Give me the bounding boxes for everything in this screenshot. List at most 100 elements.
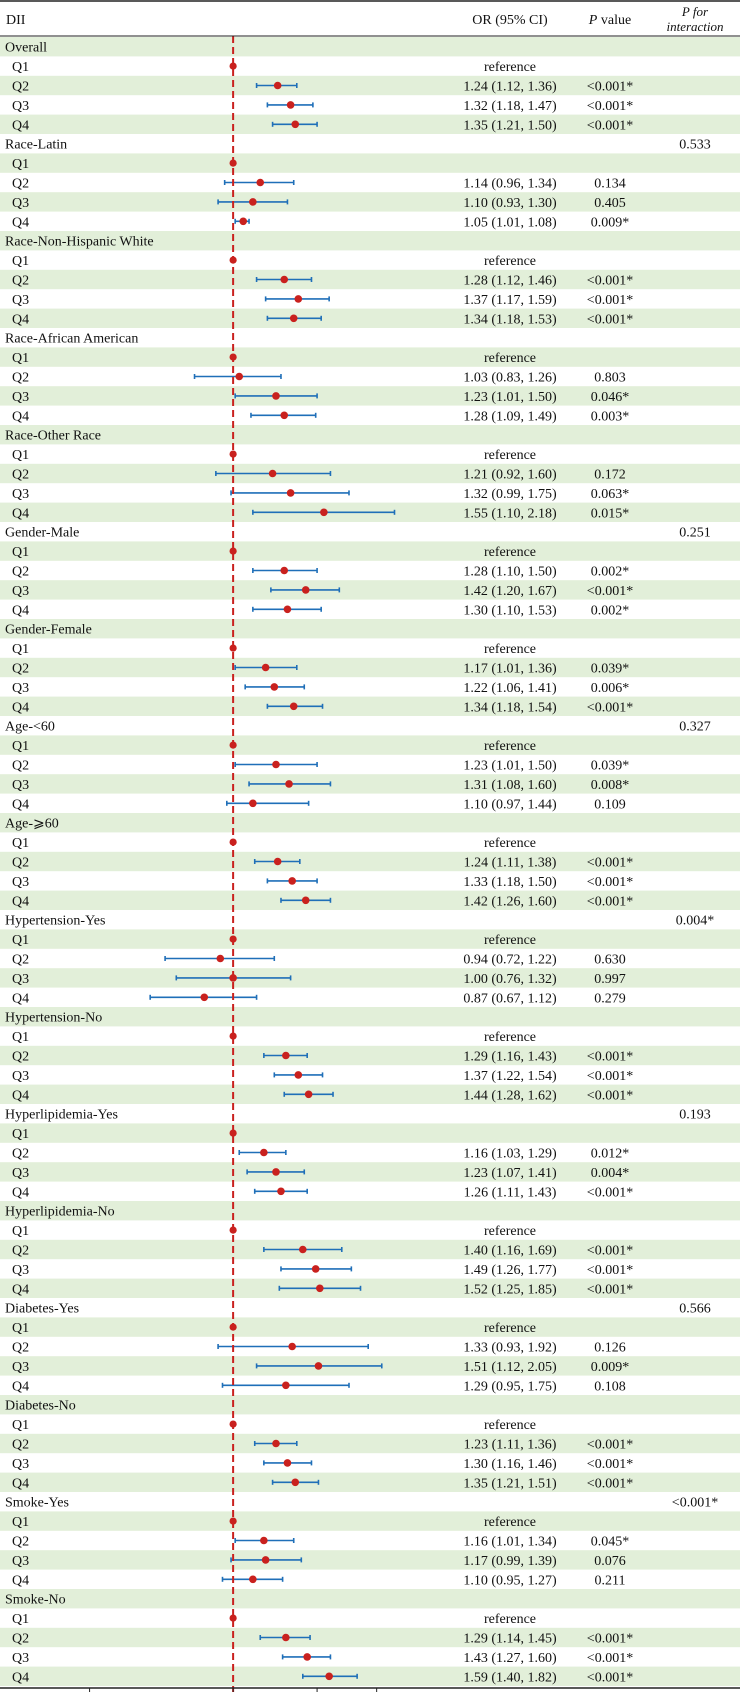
level-label: Q4 [12,1670,29,1685]
or-ci-text: 1.42 (1.20, 1.67) [463,584,557,599]
row-band [0,1045,740,1066]
row-band [0,774,740,794]
level-label: Q2 [12,371,29,386]
or-point [298,1245,307,1254]
level-label: Q3 [12,875,29,890]
row-band [0,114,740,134]
level-label: Q1 [12,157,29,172]
reference-text: reference [484,1515,536,1530]
or-ci-text: 1.24 (1.11, 1.38) [464,856,557,871]
level-label: Q3 [12,584,29,599]
or-point [294,295,303,303]
or-ci-text: 1.49 (1.26, 1.77) [463,1263,557,1278]
level-label: Q4 [12,894,29,909]
or-ci-text: 1.29 (1.14, 1.45) [463,1632,557,1647]
or-ci-text: 1.23 (1.11, 1.36) [464,1438,557,1453]
row-band [0,269,740,290]
or-ci-text: 1.44 (1.28, 1.62) [463,1088,557,1103]
or-point [282,1633,290,1642]
level-label: Q1 [12,739,29,754]
or-point [286,489,295,497]
or-ci-text: 1.37 (1.22, 1.54) [463,1069,557,1084]
or-ci-text: 1.51 (1.12, 2.05) [463,1360,557,1375]
or-point [311,1265,320,1273]
row-band [0,696,740,716]
level-label: Q2 [12,662,29,677]
group-label: Hyperlipidemia-No [5,1205,115,1220]
row-band [0,1395,740,1415]
reference-text: reference [484,836,536,851]
level-label: Q2 [12,177,29,192]
p-value: <0.001* [587,1438,633,1453]
row-band [0,541,740,561]
row-band [0,890,740,910]
reference-point [229,62,237,70]
or-ci-text: 1.16 (1.03, 1.29) [463,1147,557,1162]
or-point [280,411,289,420]
level-label: Q3 [12,681,29,696]
row-band [0,231,740,251]
row-band [0,1317,740,1337]
or-ci-text: 1.40 (1.16, 1.69) [463,1244,557,1259]
or-ci-text: 1.17 (1.01, 1.36) [463,662,557,677]
or-ci-text: 1.34 (1.18, 1.53) [463,312,557,327]
level-label: Q3 [12,1360,29,1375]
or-point [216,954,225,963]
or-point [286,101,295,109]
or-ci-text: 1.30 (1.16, 1.46) [463,1457,557,1472]
group-label: Overall [5,41,47,56]
or-point [291,120,300,129]
row-band [0,1278,740,1298]
row-band [0,1472,740,1492]
row-band [0,1589,740,1609]
level-label: Q2 [12,1341,29,1356]
interaction-p-value: 0.533 [679,138,711,153]
or-ci-text: 1.05 (1.01, 1.08) [463,215,557,230]
level-label: Q4 [12,1379,29,1394]
p-value: <0.001* [587,99,633,114]
or-point [261,1556,270,1564]
or-ci-text: 1.16 (1.01, 1.34) [463,1535,557,1550]
p-value: <0.001* [587,894,633,909]
p-value: 0.002* [591,603,630,618]
reference-point [229,547,237,555]
header-p-rest: value [597,13,631,28]
group-label: Hypertension-No [5,1011,102,1026]
or-point [273,81,282,90]
group-label: Age-⩾60 [5,817,59,832]
p-value: <0.001* [587,293,633,308]
level-label: Q4 [12,1476,29,1491]
or-point [291,1478,300,1487]
reference-text: reference [484,1030,536,1045]
row-band [0,386,740,406]
p-value: <0.001* [587,274,633,289]
reference-text: reference [484,60,536,75]
or-ci-text: 1.33 (0.93, 1.92) [463,1341,557,1356]
header-p: P value [588,13,631,28]
or-point [272,760,280,769]
p-value: <0.001* [587,1282,633,1297]
reference-point [229,1032,237,1040]
row-band [0,192,740,212]
p-value: 0.630 [594,953,626,968]
row-band [0,851,740,872]
level-label: Q3 [12,1554,29,1569]
level-label: Q3 [12,1069,29,1084]
level-label: Q3 [12,1457,29,1472]
row-band [0,1007,740,1027]
row-band [0,1433,740,1454]
or-point [272,392,280,400]
or-ci-text: 1.31 (1.08, 1.60) [463,778,557,793]
level-label: Q2 [12,953,29,968]
level-label: Q4 [12,1185,29,1200]
level-label: Q1 [12,351,29,366]
group-label: Gender-Female [5,623,92,638]
p-value: 0.076 [594,1554,626,1569]
p-value: <0.001* [587,1651,633,1666]
or-point [301,896,310,905]
group-label: Hypertension-Yes [5,914,105,929]
p-value: 0.008* [591,778,630,793]
row-band [0,153,740,173]
row-band [0,1550,740,1570]
row-band [0,1162,740,1182]
